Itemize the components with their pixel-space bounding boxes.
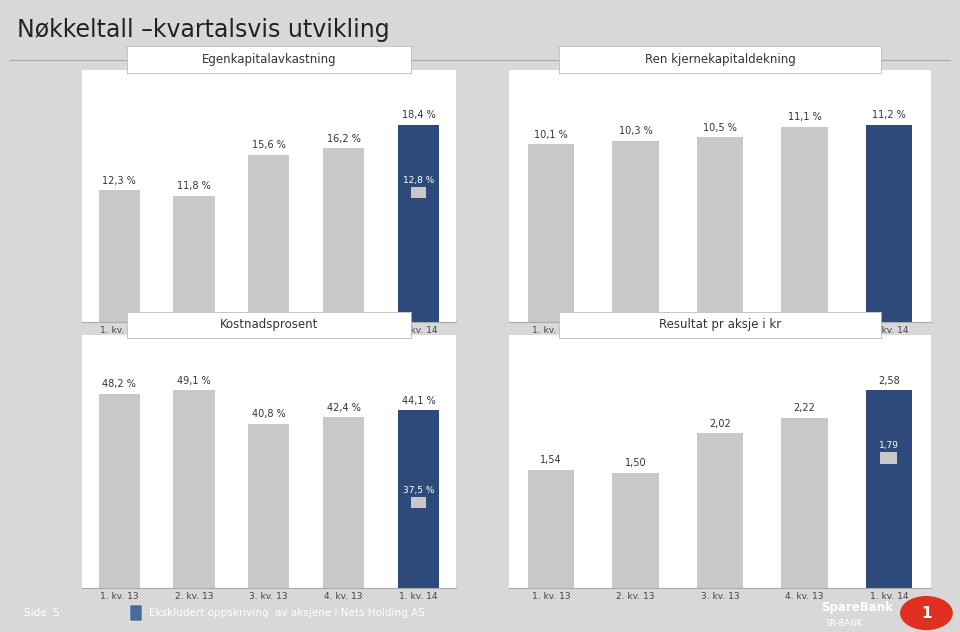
Text: 15,6 %: 15,6 %	[252, 140, 286, 150]
Bar	[323, 149, 364, 322]
Text: 48,2 %: 48,2 %	[103, 379, 136, 389]
Bar	[323, 417, 364, 588]
Bar	[781, 418, 828, 588]
Text: 11,1 %: 11,1 %	[787, 112, 821, 122]
Text: 11,2 %: 11,2 %	[872, 110, 905, 120]
Text: 2,02: 2,02	[709, 418, 731, 428]
Text: 12,8 %: 12,8 %	[403, 176, 434, 185]
Bar	[866, 390, 912, 588]
Text: 37,5 %: 37,5 %	[402, 486, 434, 495]
Bar	[249, 155, 289, 322]
Bar	[130, 605, 142, 621]
Bar	[397, 125, 439, 322]
Text: 1: 1	[922, 605, 931, 621]
Text: SpareBank: SpareBank	[821, 601, 893, 614]
Text: Nøkkeltall –kvartalsvis utvikling: Nøkkeltall –kvartalsvis utvikling	[17, 18, 390, 42]
Text: 1,79: 1,79	[878, 441, 899, 450]
Bar	[249, 423, 289, 588]
Text: Ekskludert oppskriving  av aksjene i Nets Holding AS: Ekskludert oppskriving av aksjene i Nets…	[149, 608, 424, 618]
Ellipse shape	[900, 596, 952, 630]
Text: Kostnadsprosent: Kostnadsprosent	[220, 319, 318, 331]
Bar	[99, 190, 140, 322]
Text: 18,4 %: 18,4 %	[401, 110, 435, 120]
Bar	[411, 187, 426, 198]
Bar	[697, 433, 743, 588]
Bar	[612, 473, 659, 588]
Text: 11,8 %: 11,8 %	[177, 181, 211, 191]
Bar	[411, 497, 426, 508]
Text: Resultat pr aksje i kr: Resultat pr aksje i kr	[659, 319, 781, 331]
Text: 2,58: 2,58	[877, 375, 900, 386]
Text: Egenkapitalavkastning: Egenkapitalavkastning	[202, 53, 336, 66]
Bar	[528, 470, 574, 588]
Text: 42,4 %: 42,4 %	[326, 403, 361, 413]
Bar	[612, 141, 659, 322]
Text: SR-BANK: SR-BANK	[826, 619, 863, 628]
Bar	[397, 410, 439, 588]
Text: 10,3 %: 10,3 %	[619, 126, 653, 136]
Text: 2,22: 2,22	[794, 403, 815, 413]
Bar	[174, 391, 215, 588]
Bar	[697, 137, 743, 322]
Bar	[781, 126, 828, 322]
Text: 12,3 %: 12,3 %	[103, 176, 136, 186]
Text: 44,1 %: 44,1 %	[401, 396, 435, 406]
Text: Side  5: Side 5	[24, 608, 60, 618]
Bar	[880, 453, 898, 464]
Text: 40,8 %: 40,8 %	[252, 409, 286, 419]
Text: 10,1 %: 10,1 %	[535, 130, 568, 140]
Text: 1,50: 1,50	[625, 458, 646, 468]
Text: 10,5 %: 10,5 %	[703, 123, 737, 133]
Text: 49,1 %: 49,1 %	[177, 375, 211, 386]
Bar	[528, 144, 574, 322]
Text: 16,2 %: 16,2 %	[326, 134, 361, 144]
Bar	[174, 196, 215, 322]
Text: 1,54: 1,54	[540, 455, 562, 465]
Bar	[99, 394, 140, 588]
Text: Ren kjernekapitaldekning: Ren kjernekapitaldekning	[644, 53, 796, 66]
Bar	[866, 125, 912, 322]
